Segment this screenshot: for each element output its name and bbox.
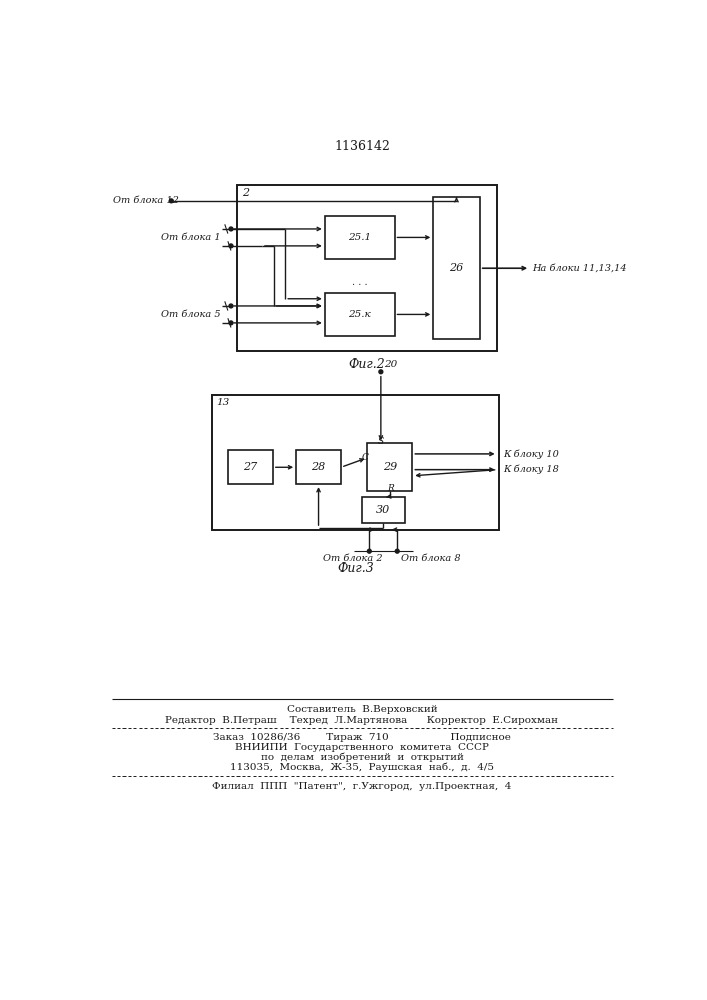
Text: От блока 5: От блока 5: [161, 310, 221, 319]
Circle shape: [170, 199, 173, 203]
Text: 2: 2: [242, 188, 249, 198]
Text: От блока 8: От блока 8: [401, 554, 461, 563]
Text: 113035,  Москва,  Ж-35,  Раушская  наб.,  д.  4/5: 113035, Москва, Ж-35, Раушская наб., д. …: [230, 763, 494, 772]
Bar: [325, 293, 395, 336]
Text: 25.1: 25.1: [348, 233, 371, 242]
Text: Редактор  В.Петраш    Техред  Л.Мартянова      Корректор  Е.Сирохман: Редактор В.Петраш Техред Л.Мартянова Кор…: [165, 716, 559, 725]
Circle shape: [379, 370, 382, 374]
Text: . . .: . . .: [352, 278, 368, 287]
Text: 26: 26: [450, 263, 464, 273]
Text: На блоки 11,13,14: На блоки 11,13,14: [532, 264, 627, 273]
Bar: [368, 443, 412, 491]
Bar: [296, 450, 341, 484]
Circle shape: [395, 549, 399, 553]
Circle shape: [229, 244, 233, 248]
Bar: [433, 197, 480, 339]
Bar: [362, 497, 404, 523]
Text: 1136142: 1136142: [334, 140, 390, 153]
Circle shape: [229, 304, 233, 308]
Text: Фиг.2: Фиг.2: [349, 358, 385, 371]
Text: К блоку 18: К блоку 18: [503, 465, 559, 474]
Text: От блока 12: От блока 12: [113, 196, 179, 205]
Text: R: R: [387, 484, 395, 493]
Bar: [228, 450, 273, 484]
Text: От блока 2: От блока 2: [323, 554, 382, 563]
Text: 30: 30: [376, 505, 390, 515]
Text: 29: 29: [382, 462, 397, 472]
Bar: [237, 185, 497, 351]
Text: 28: 28: [311, 462, 326, 472]
Text: Филиал  ППП  "Патент",  г.Ужгород,  ул.Проектная,  4: Филиал ППП "Патент", г.Ужгород, ул.Проек…: [212, 782, 512, 791]
Text: 13: 13: [216, 398, 230, 407]
Text: по  делам  изобретений  и  открытий: по делам изобретений и открытий: [260, 753, 463, 762]
Bar: [325, 216, 395, 259]
Text: От блока 1: От блока 1: [161, 233, 221, 242]
Text: 25.к: 25.к: [349, 310, 371, 319]
Text: ВНИИПИ  Государственного  комитета  СССР: ВНИИПИ Государственного комитета СССР: [235, 743, 489, 752]
Text: 27: 27: [243, 462, 257, 472]
Circle shape: [229, 227, 233, 231]
Text: К блоку 10: К блоку 10: [503, 449, 559, 459]
Text: S: S: [378, 437, 384, 446]
Bar: [212, 395, 499, 530]
Text: C: C: [362, 453, 369, 462]
Text: 20: 20: [384, 360, 397, 369]
Text: Заказ  10286/36        Тираж  710                   Подписное: Заказ 10286/36 Тираж 710 Подписное: [213, 733, 511, 742]
Circle shape: [368, 549, 371, 553]
Text: Составитель  В.Верховский: Составитель В.Верховский: [286, 705, 437, 714]
Circle shape: [229, 321, 233, 325]
Text: Фиг.3: Фиг.3: [337, 562, 374, 575]
